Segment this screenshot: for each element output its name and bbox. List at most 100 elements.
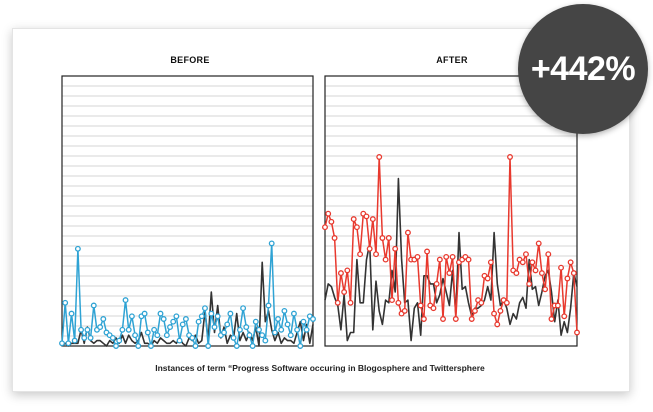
after-data-point [449, 253, 456, 260]
after-data-point [322, 224, 328, 231]
before-data-point [100, 316, 107, 322]
after-data-point [507, 154, 513, 160]
after-data-point [366, 245, 373, 252]
before-data-point [195, 318, 202, 325]
after-data-point [404, 229, 411, 236]
before-data-point [173, 313, 180, 320]
after-data-point [452, 316, 459, 322]
after-data-point [436, 256, 443, 263]
growth-badge: +442% [518, 4, 648, 134]
after-data-point [337, 270, 344, 277]
before-data-point [59, 340, 65, 347]
before-data-point [249, 343, 256, 349]
before-data-point [262, 337, 269, 344]
before-data-point [300, 318, 307, 325]
growth-badge-value: +442% [530, 49, 636, 88]
after-data-point [558, 264, 565, 271]
before-data-point [68, 310, 75, 317]
before-data-point [163, 332, 170, 339]
after-data-point [478, 299, 485, 306]
after-data-point [420, 316, 427, 322]
before-data-point [281, 307, 288, 314]
before-data-point [151, 326, 158, 333]
after-data-point [503, 299, 510, 306]
before-data-point [71, 337, 78, 344]
before-data-point [303, 326, 310, 333]
before-data-point [275, 316, 282, 322]
before-data-point [125, 326, 132, 333]
after-data-point [519, 259, 526, 266]
before-data-point [132, 332, 139, 339]
after-data-point [548, 316, 555, 322]
after-data-point [494, 321, 501, 328]
after-data-point [385, 235, 392, 241]
after-data-point [535, 240, 542, 247]
after-chart [322, 75, 580, 347]
before-data-point [97, 324, 104, 331]
before-panel-title: BEFORE [170, 55, 210, 65]
after-data-point [554, 302, 561, 309]
before-data-point [243, 324, 250, 331]
after-data-point [526, 280, 533, 287]
before-data-point [240, 305, 247, 312]
before-data-point [208, 310, 215, 317]
before-plot-frame [61, 75, 314, 347]
after-data-point [344, 267, 351, 274]
after-data-point [545, 251, 552, 258]
before-data-point [148, 343, 154, 349]
before-data-point [182, 316, 189, 322]
after-data-point [440, 316, 446, 322]
after-data-point [468, 316, 475, 322]
before-data-point [297, 343, 304, 349]
before-data-point [268, 240, 275, 247]
before-data-point [202, 305, 208, 312]
after-data-point [328, 218, 335, 225]
before-data-point [224, 321, 231, 328]
after-data-point [561, 313, 568, 320]
after-data-point [353, 224, 360, 231]
before-data-point [271, 329, 278, 336]
before-data-point [74, 245, 81, 252]
after-data-point [523, 251, 529, 258]
after-data-point [417, 302, 424, 309]
after-data-point [532, 267, 539, 274]
before-data-point [221, 329, 227, 336]
before-data-point [192, 343, 199, 349]
after-data-point [325, 210, 332, 217]
after-panel-title: AFTER [436, 55, 468, 65]
before-data-point [287, 332, 294, 339]
after-data-point [446, 270, 453, 277]
before-data-point [113, 343, 119, 349]
before-data-point [119, 326, 126, 333]
before-data-point [246, 332, 253, 339]
before-data-point [236, 326, 243, 333]
before-data-point [198, 313, 205, 320]
before-data-point [157, 310, 164, 317]
before-baseline-series-line [61, 261, 314, 347]
before-data-point [205, 343, 212, 349]
before-data-point [167, 324, 173, 331]
after-data-point [430, 305, 437, 312]
after-data-point [433, 280, 440, 287]
after-data-point [395, 299, 402, 306]
after-data-point [497, 307, 504, 314]
after-data-point [382, 256, 389, 263]
after-data-point [443, 253, 450, 260]
after-data-point [350, 216, 357, 223]
after-data-point [542, 286, 549, 293]
before-data-point [144, 329, 151, 336]
after-data-point [484, 275, 491, 282]
before-data-point [179, 321, 186, 328]
after-data-point [379, 235, 386, 241]
after-data-point [414, 253, 421, 260]
before-data-point [233, 343, 240, 349]
before-data-point [160, 316, 167, 322]
before-data-point [294, 326, 301, 333]
before-data-point [81, 334, 88, 341]
before-data-point [122, 297, 129, 304]
after-data-point [570, 270, 577, 277]
before-data-point [265, 302, 272, 309]
after-data-point [513, 270, 520, 277]
before-data-point [290, 310, 297, 317]
after-data-point [389, 297, 395, 304]
